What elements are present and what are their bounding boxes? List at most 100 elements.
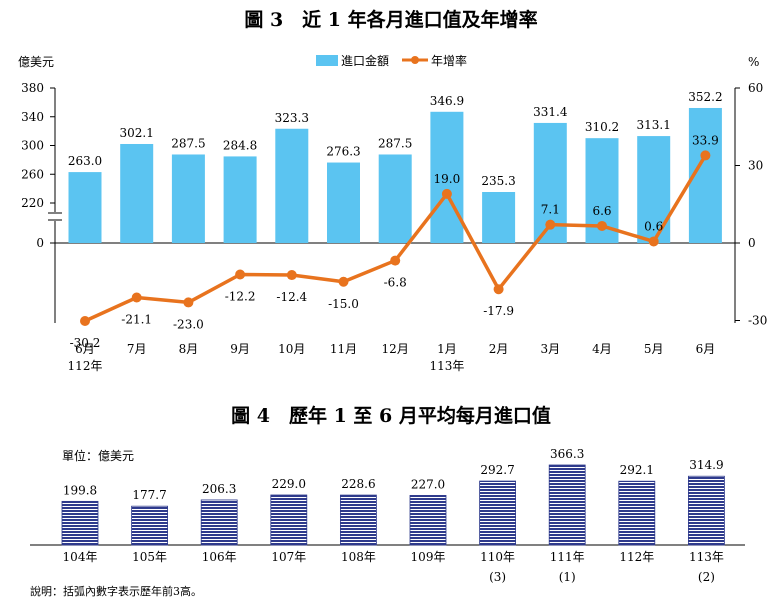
month-label: 5月 xyxy=(644,342,664,356)
growth-rate-point xyxy=(700,150,711,161)
month-label: 112年 xyxy=(68,359,103,373)
import-value-label: 276.3 xyxy=(326,145,360,159)
year-label: 111年 xyxy=(550,550,585,564)
yearly-import-bar xyxy=(131,505,169,546)
month-label: 113年 xyxy=(429,359,464,373)
import-value-label: 323.3 xyxy=(275,111,309,125)
growth-rate-label: -12.2 xyxy=(225,290,256,304)
growth-rate-point xyxy=(441,188,452,199)
growth-rate-label: -17.9 xyxy=(483,304,514,318)
yearly-import-bar xyxy=(409,495,447,546)
yearly-import-bar xyxy=(61,500,99,546)
month-label: 6月 xyxy=(696,342,716,356)
yearly-import-bar xyxy=(339,494,377,546)
yearly-import-label: 228.6 xyxy=(341,477,375,491)
import-value-bar xyxy=(275,128,309,243)
month-label: 4月 xyxy=(592,342,612,356)
month-label: 8月 xyxy=(179,342,199,356)
growth-rate-label: 7.1 xyxy=(541,203,560,217)
month-label: 1月 xyxy=(437,342,457,356)
growth-rate-label: 33.9 xyxy=(692,133,719,147)
growth-rate-point xyxy=(286,270,297,281)
yearly-import-label: 314.9 xyxy=(689,458,723,472)
growth-rate-point xyxy=(597,220,607,231)
yearly-import-label: 227.0 xyxy=(411,477,445,491)
left-axis-tick-label: 260 xyxy=(21,167,44,181)
growth-rate-point xyxy=(131,292,142,303)
left-axis-tick-label: 340 xyxy=(21,110,44,124)
growth-rate-label: -30.2 xyxy=(70,336,101,350)
left-axis-tick-label: 0 xyxy=(36,236,44,250)
growth-rate-label: -23.0 xyxy=(173,317,204,331)
month-label: 11月 xyxy=(330,342,357,356)
chart1-title: 圖 3 近 1 年各月進口值及年增率 xyxy=(244,8,537,31)
import-value-bar xyxy=(430,111,464,244)
month-label: 9月 xyxy=(230,342,250,356)
growth-rate-point xyxy=(545,219,556,230)
year-label: 106年 xyxy=(202,550,237,564)
axis-break-gap xyxy=(49,212,61,221)
import-value-label: 284.8 xyxy=(223,138,257,152)
import-value-bar xyxy=(327,162,360,243)
month-label: 10月 xyxy=(278,342,305,356)
rank-note: (2) xyxy=(698,570,715,584)
month-label: 7月 xyxy=(127,342,147,356)
legend-line-marker xyxy=(411,56,419,64)
year-label: 112年 xyxy=(619,550,654,564)
import-value-bar xyxy=(120,143,154,243)
yearly-import-label: 206.3 xyxy=(202,482,236,496)
growth-rate-label: -15.0 xyxy=(328,297,359,311)
growth-rate-point xyxy=(235,269,246,280)
yearly-import-label: 177.7 xyxy=(132,488,166,502)
growth-rate-point xyxy=(183,297,194,308)
year-label: 104年 xyxy=(63,550,98,564)
import-value-label: 313.1 xyxy=(637,118,671,132)
month-label: 6月 xyxy=(75,342,95,356)
growth-rate-label: -21.1 xyxy=(121,313,152,327)
right-axis-tick-label: 60 xyxy=(748,81,763,95)
left-axis-tick-label: 300 xyxy=(21,139,44,153)
legend-line-label: 年增率 xyxy=(431,53,467,68)
chart2-note: 說明：括弧內數字表示歷年前3高。 xyxy=(30,584,202,598)
yearly-import-bar xyxy=(688,475,725,546)
legend-bar-label: 進口金額 xyxy=(341,53,389,68)
import-value-bar xyxy=(68,172,102,243)
yearly-import-label: 366.3 xyxy=(550,447,584,461)
growth-rate-label: 19.0 xyxy=(434,172,461,186)
import-value-bar xyxy=(171,154,205,243)
rank-note: (1) xyxy=(559,570,576,584)
month-label: 12月 xyxy=(382,342,409,356)
right-axis-tick-label: -30 xyxy=(748,314,767,328)
growth-rate-point xyxy=(390,255,401,266)
growth-rate-point xyxy=(80,316,90,327)
chart1-right-unit: % xyxy=(748,55,759,69)
import-value-label: 287.5 xyxy=(378,136,412,150)
month-label: 3月 xyxy=(540,342,560,356)
growth-rate-point xyxy=(493,284,504,295)
import-value-label: 331.4 xyxy=(533,105,568,119)
yearly-import-bar xyxy=(270,494,308,546)
year-label: 107年 xyxy=(271,550,306,564)
yearly-import-bar xyxy=(618,480,656,546)
import-value-label: 352.2 xyxy=(688,90,722,104)
growth-rate-point xyxy=(648,236,659,247)
year-label: 108年 xyxy=(341,550,376,564)
yearly-import-label: 229.0 xyxy=(272,477,306,491)
left-axis-tick-label: 220 xyxy=(21,196,44,210)
yearly-import-bar xyxy=(479,480,517,546)
right-axis-tick-label: 30 xyxy=(748,159,763,173)
year-label: 113年 xyxy=(689,550,724,564)
yearly-import-bar xyxy=(200,499,238,546)
import-value-label: 346.9 xyxy=(430,94,464,108)
right-axis-tick-label: 0 xyxy=(748,236,756,250)
yearly-import-label: 292.1 xyxy=(620,463,654,477)
growth-rate-label: 0.6 xyxy=(644,219,663,233)
year-label: 109年 xyxy=(411,550,446,564)
chart1-left-unit: 億美元 xyxy=(18,55,54,69)
import-value-label: 263.0 xyxy=(68,154,102,168)
yearly-import-label: 199.8 xyxy=(63,483,97,497)
import-value-label: 287.5 xyxy=(171,136,205,150)
yearly-import-label: 292.7 xyxy=(480,463,514,477)
year-label: 105年 xyxy=(132,550,167,564)
